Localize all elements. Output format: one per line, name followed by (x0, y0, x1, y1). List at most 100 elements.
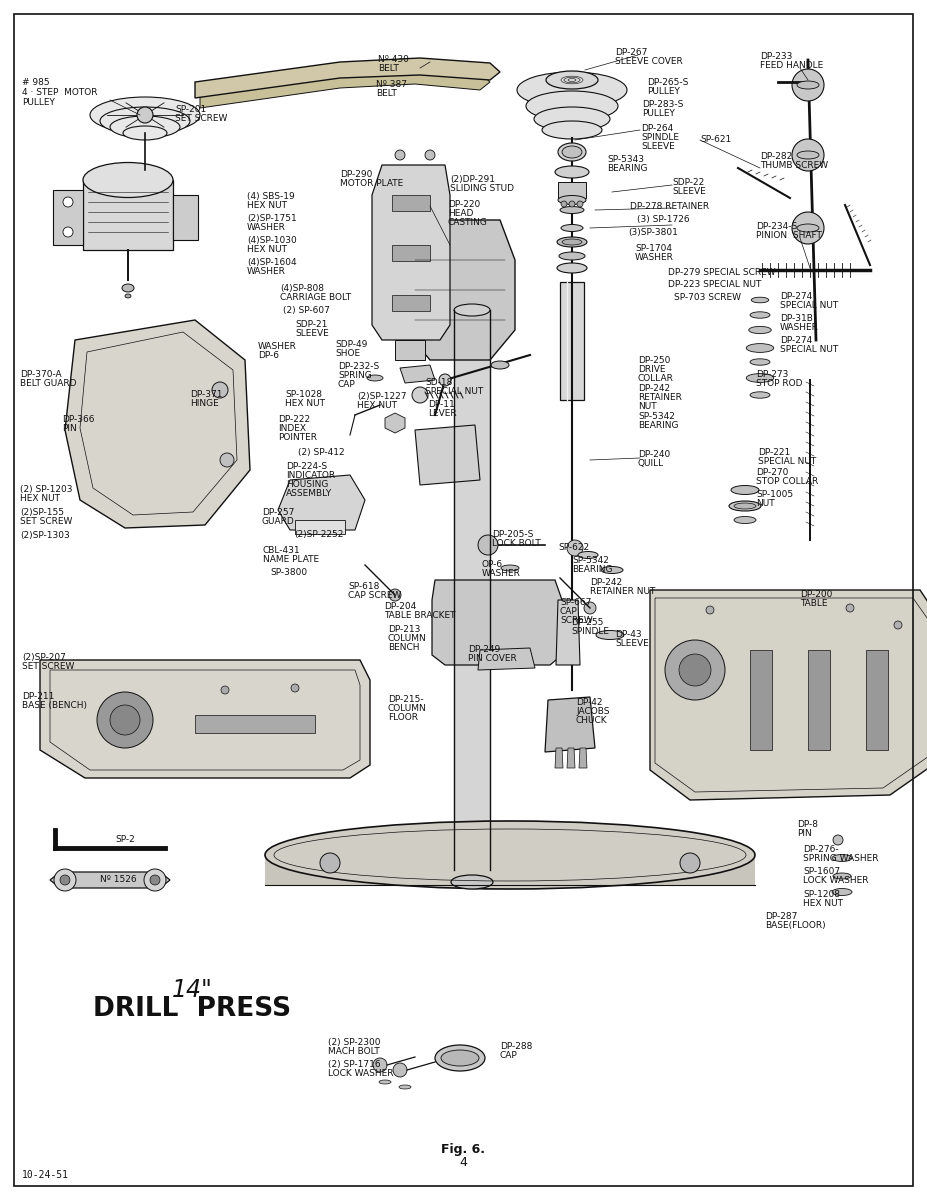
Text: LOCK WASHER: LOCK WASHER (328, 1069, 393, 1078)
Ellipse shape (749, 326, 771, 334)
Text: 14": 14" (171, 978, 212, 1002)
Ellipse shape (561, 224, 583, 232)
Text: SP-703 SCREW: SP-703 SCREW (674, 293, 741, 302)
Text: HEX NUT: HEX NUT (285, 398, 325, 408)
Text: DP-282: DP-282 (760, 152, 793, 161)
Text: DP-222: DP-222 (278, 415, 311, 424)
Text: CAP: CAP (338, 380, 356, 389)
Text: DP-283-S: DP-283-S (642, 100, 683, 109)
Text: SPECIAL NUT: SPECIAL NUT (780, 301, 838, 310)
Text: (2)SP-2252: (2)SP-2252 (294, 530, 343, 539)
Text: WASHER: WASHER (258, 342, 297, 350)
Text: SPINDLE: SPINDLE (571, 626, 609, 636)
Circle shape (97, 692, 153, 748)
Ellipse shape (833, 874, 851, 878)
Text: DP-257: DP-257 (262, 508, 295, 517)
Circle shape (412, 386, 428, 403)
Text: SLIDING STUD: SLIDING STUD (450, 184, 514, 193)
Text: SP-621: SP-621 (700, 134, 731, 144)
Text: SP-5343: SP-5343 (607, 155, 644, 164)
Text: SDP-49: SDP-49 (335, 340, 367, 349)
Ellipse shape (125, 294, 131, 298)
Text: (2)SP-1751: (2)SP-1751 (247, 214, 297, 223)
Text: INDICATOR: INDICATOR (286, 470, 336, 480)
Text: SET SCREW: SET SCREW (175, 114, 227, 122)
Polygon shape (400, 365, 435, 383)
Ellipse shape (559, 252, 585, 260)
Text: DP-242: DP-242 (638, 384, 670, 392)
Text: BASE(FLOOR): BASE(FLOOR) (765, 922, 826, 930)
Ellipse shape (558, 143, 586, 161)
Text: BASE (BENCH): BASE (BENCH) (22, 701, 87, 710)
Circle shape (110, 704, 140, 734)
Ellipse shape (562, 239, 582, 245)
Circle shape (665, 640, 725, 700)
Ellipse shape (578, 552, 598, 558)
Text: DP-205-S: DP-205-S (492, 530, 533, 539)
Ellipse shape (558, 196, 586, 204)
Text: DP-213: DP-213 (388, 625, 420, 634)
Text: PIN COVER: PIN COVER (468, 654, 516, 662)
Text: (2) SP-412: (2) SP-412 (298, 448, 345, 457)
Bar (454, 310, 490, 870)
Text: DP-279 SPECIAL SCREW: DP-279 SPECIAL SCREW (668, 268, 776, 277)
Polygon shape (40, 660, 370, 778)
Text: MOTOR PLATE: MOTOR PLATE (340, 179, 403, 188)
Bar (392, 295, 430, 311)
Text: HEX NUT: HEX NUT (20, 494, 60, 503)
Circle shape (373, 1058, 387, 1072)
Text: FLOOR: FLOOR (388, 713, 418, 722)
Ellipse shape (832, 888, 852, 895)
Text: WASHER: WASHER (635, 253, 674, 262)
Text: SDP-21: SDP-21 (295, 320, 327, 329)
Circle shape (212, 382, 228, 398)
Polygon shape (555, 748, 563, 768)
Text: SLEEVE: SLEEVE (295, 329, 329, 338)
Circle shape (291, 684, 299, 692)
Text: SPECIAL NUT: SPECIAL NUT (425, 386, 483, 396)
Text: SLEEVE COVER: SLEEVE COVER (615, 56, 683, 66)
Ellipse shape (596, 630, 624, 640)
Text: CAP: CAP (560, 607, 578, 616)
Text: PULLEY: PULLEY (642, 109, 675, 118)
Text: DP-232-S: DP-232-S (338, 362, 379, 371)
Circle shape (389, 589, 401, 601)
Text: CAP SCREW: CAP SCREW (348, 590, 401, 600)
Ellipse shape (100, 107, 190, 134)
Text: Nº 1526: Nº 1526 (100, 875, 136, 884)
Circle shape (569, 200, 575, 206)
Text: DP-264: DP-264 (641, 124, 673, 133)
Ellipse shape (560, 206, 584, 214)
Text: Fig. 6.: Fig. 6. (441, 1144, 486, 1157)
Text: JACOBS: JACOBS (576, 707, 609, 716)
Text: SP-5342: SP-5342 (572, 556, 609, 565)
Text: (4)SP-1604: (4)SP-1604 (247, 258, 297, 266)
Text: WASHER: WASHER (247, 223, 286, 232)
Text: SP-2: SP-2 (115, 835, 134, 844)
Text: SP-5342: SP-5342 (638, 412, 675, 421)
Circle shape (679, 654, 711, 686)
Text: SLEEVE: SLEEVE (641, 142, 675, 151)
Polygon shape (650, 590, 927, 800)
Text: BEARING: BEARING (638, 421, 679, 430)
Ellipse shape (797, 80, 819, 89)
Text: FEED HANDLE: FEED HANDLE (760, 61, 823, 70)
Circle shape (792, 212, 824, 244)
Ellipse shape (832, 854, 852, 862)
Text: HEX NUT: HEX NUT (247, 200, 287, 210)
Text: HEX NUT: HEX NUT (247, 245, 287, 254)
Text: HEX NUT: HEX NUT (357, 401, 397, 410)
Ellipse shape (399, 1085, 411, 1090)
Circle shape (478, 535, 498, 554)
Ellipse shape (734, 503, 756, 509)
Text: LOCK WASHER: LOCK WASHER (803, 876, 869, 886)
Ellipse shape (90, 97, 200, 133)
Text: SP-1607: SP-1607 (803, 866, 840, 876)
Text: DP-370-A: DP-370-A (20, 370, 61, 379)
Text: 4 · STEP  MOTOR: 4 · STEP MOTOR (22, 88, 97, 97)
Polygon shape (405, 220, 515, 360)
Ellipse shape (555, 166, 589, 178)
Ellipse shape (265, 821, 755, 889)
Ellipse shape (557, 263, 587, 272)
Text: (4) SBS-19: (4) SBS-19 (247, 192, 295, 200)
